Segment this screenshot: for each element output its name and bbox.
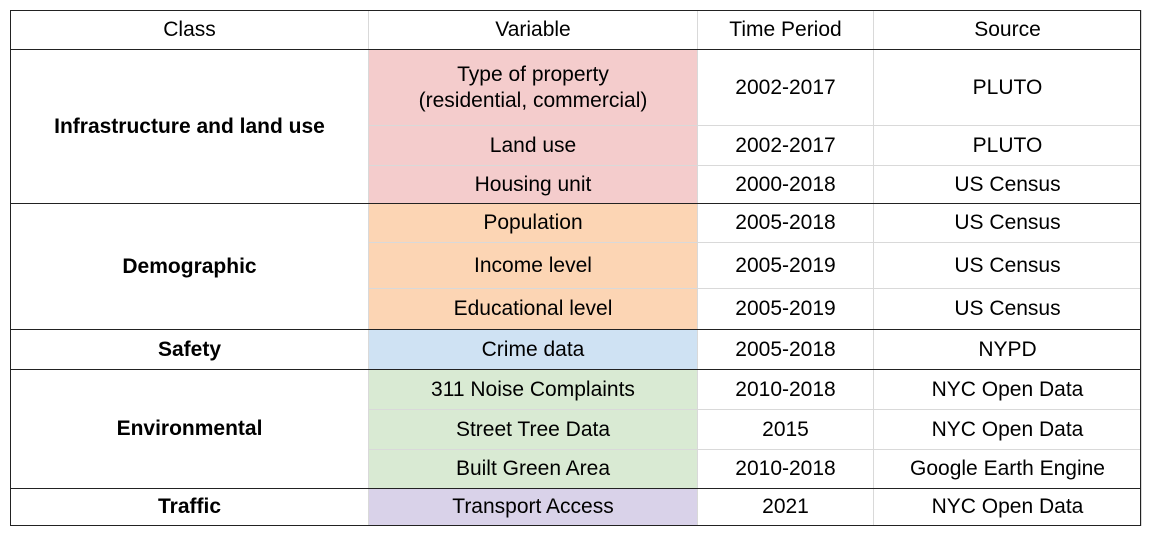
variable-cell: 311 Noise Complaints (368, 369, 698, 410)
variable-cell: Type of property (residential, commercia… (368, 49, 698, 126)
header-source: Source (873, 10, 1142, 50)
class-cell-demographic: Demographic (10, 203, 369, 330)
source-cell: Google Earth Engine (873, 449, 1142, 489)
source-cell: NYPD (873, 329, 1142, 370)
source-cell: NYC Open Data (873, 488, 1142, 526)
table-row: Income level 2005-2019 US Census (11, 242, 1142, 289)
table-row: Demographic Population 2005-2018 US Cens… (10, 203, 1142, 330)
data-table: Class Variable Time Period Source Infras… (10, 10, 1142, 526)
table-row: Infrastructure and land use Type of prop… (10, 49, 1142, 204)
period-cell: 2021 (697, 488, 874, 526)
period-cell: 2000-2018 (697, 165, 874, 204)
source-cell: PLUTO (873, 49, 1142, 126)
variable-cell: Educational level (368, 288, 698, 330)
source-cell: US Census (873, 242, 1142, 289)
period-cell: 2005-2019 (697, 242, 874, 289)
variable-cell: Land use (368, 125, 698, 166)
table-row: Environmental 311 Noise Complaints 2010-… (10, 369, 1142, 489)
source-cell: US Census (873, 165, 1142, 204)
table-row: Traffic Transport Access 2021 NYC Open D… (10, 488, 1142, 526)
variable-cell: Income level (368, 242, 698, 289)
source-cell: NYC Open Data (873, 369, 1142, 410)
table-row: Land use 2002-2017 PLUTO (11, 125, 1142, 166)
period-cell: 2002-2017 (697, 49, 874, 126)
source-cell: NYC Open Data (873, 409, 1142, 450)
variable-cell: Built Green Area (368, 449, 698, 489)
variable-cell: Population (368, 203, 698, 243)
period-cell: 2010-2018 (697, 369, 874, 410)
variable-cell: Housing unit (368, 165, 698, 204)
variable-cell: Transport Access (368, 488, 698, 526)
class-cell-safety: Safety (10, 329, 369, 370)
period-cell: 2015 (697, 409, 874, 450)
table-row: Educational level 2005-2019 US Census (11, 288, 1142, 330)
class-cell-infrastructure: Infrastructure and land use (10, 49, 369, 204)
source-cell: US Census (873, 203, 1142, 243)
source-cell: PLUTO (873, 125, 1142, 166)
table-row: Built Green Area 2010-2018 Google Earth … (11, 449, 1142, 489)
class-cell-environmental: Environmental (10, 369, 369, 489)
variable-cell: Street Tree Data (368, 409, 698, 450)
period-cell: 2010-2018 (697, 449, 874, 489)
header-row: Class Variable Time Period Source (10, 10, 1142, 50)
table-row: Housing unit 2000-2018 US Census (11, 165, 1142, 204)
period-cell: 2005-2018 (697, 203, 874, 243)
period-cell: 2005-2018 (697, 329, 874, 370)
header-time-period: Time Period (697, 10, 874, 50)
header-variable: Variable (368, 10, 698, 50)
class-cell-traffic: Traffic (10, 488, 369, 526)
table-row: Street Tree Data 2015 NYC Open Data (11, 409, 1142, 450)
variable-cell: Crime data (368, 329, 698, 370)
top-strip (0, 0, 1157, 10)
period-cell: 2002-2017 (697, 125, 874, 166)
table-row: Safety Crime data 2005-2018 NYPD (10, 329, 1142, 370)
header-class: Class (10, 10, 369, 50)
period-cell: 2005-2019 (697, 288, 874, 330)
source-cell: US Census (873, 288, 1142, 330)
